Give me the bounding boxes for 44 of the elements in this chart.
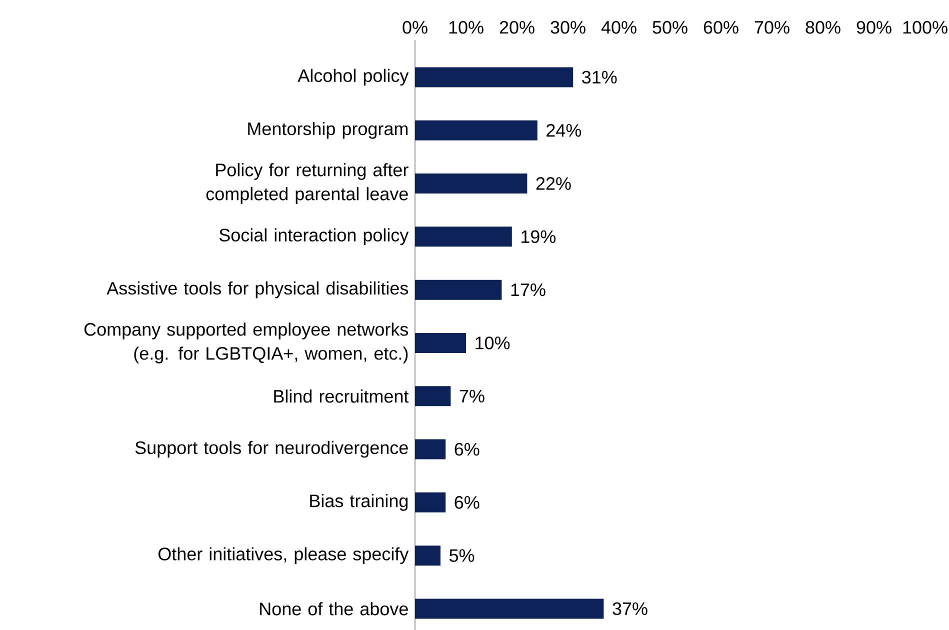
bar	[415, 280, 502, 300]
y-tick-label: Social interaction policy	[219, 228, 409, 246]
data-label: 24%	[546, 124, 582, 137]
data-label: 17%	[511, 284, 546, 296]
data-label: 22%	[536, 177, 571, 190]
bar	[415, 492, 446, 512]
bar	[415, 598, 604, 619]
y-tick-label: Company supported employee networks (e.g. for LGBTQIA+, women, etc.)	[84, 322, 408, 364]
x-tick-label: 30%	[550, 20, 586, 34]
y-tick-label: None of the above	[260, 602, 408, 616]
y-tick-label: Policy for returning after completed parental leave	[206, 163, 408, 204]
data-label: 10%	[476, 336, 510, 350]
x-tick-label: 90%	[856, 20, 892, 34]
bar	[415, 226, 512, 247]
y-tick-label: Assistive tools for physical disabilities	[106, 281, 408, 298]
bar	[415, 174, 528, 194]
x-tick-label: 50%	[652, 20, 688, 34]
x-tick-label: 80%	[806, 20, 840, 34]
x-tick-label: 40%	[601, 20, 636, 34]
x-tick-label: 70%	[754, 20, 790, 34]
data-label: 6%	[454, 496, 480, 509]
y-tick-label: Support tools for neurodivergence	[135, 440, 408, 458]
x-tick-label: 0%	[402, 20, 428, 34]
x-tick-label: 20%	[500, 20, 534, 34]
data-label: 7%	[460, 390, 484, 402]
bar	[415, 332, 466, 353]
y-tick-label: Other initiatives, please specify	[158, 547, 409, 564]
bar	[415, 386, 451, 406]
data-label: 6%	[454, 442, 480, 456]
bar	[415, 120, 538, 140]
bar	[415, 67, 574, 88]
x-tick-label: 60%	[704, 20, 738, 34]
data-label: 31%	[582, 70, 617, 84]
y-tick-label: Bias training	[310, 494, 408, 511]
data-label: 5%	[449, 549, 474, 562]
y-tick-label: Mentorship program	[248, 122, 408, 139]
y-tick-label: Blind recruitment	[274, 390, 409, 403]
data-label: 19%	[522, 230, 556, 244]
x-tick-label: 10%	[449, 20, 484, 34]
bar	[415, 546, 440, 566]
data-label: 37%	[612, 602, 648, 616]
x-tick-label: 100%	[903, 20, 948, 34]
y-tick-label: Alcohol policy	[298, 68, 409, 86]
bar	[415, 439, 446, 460]
